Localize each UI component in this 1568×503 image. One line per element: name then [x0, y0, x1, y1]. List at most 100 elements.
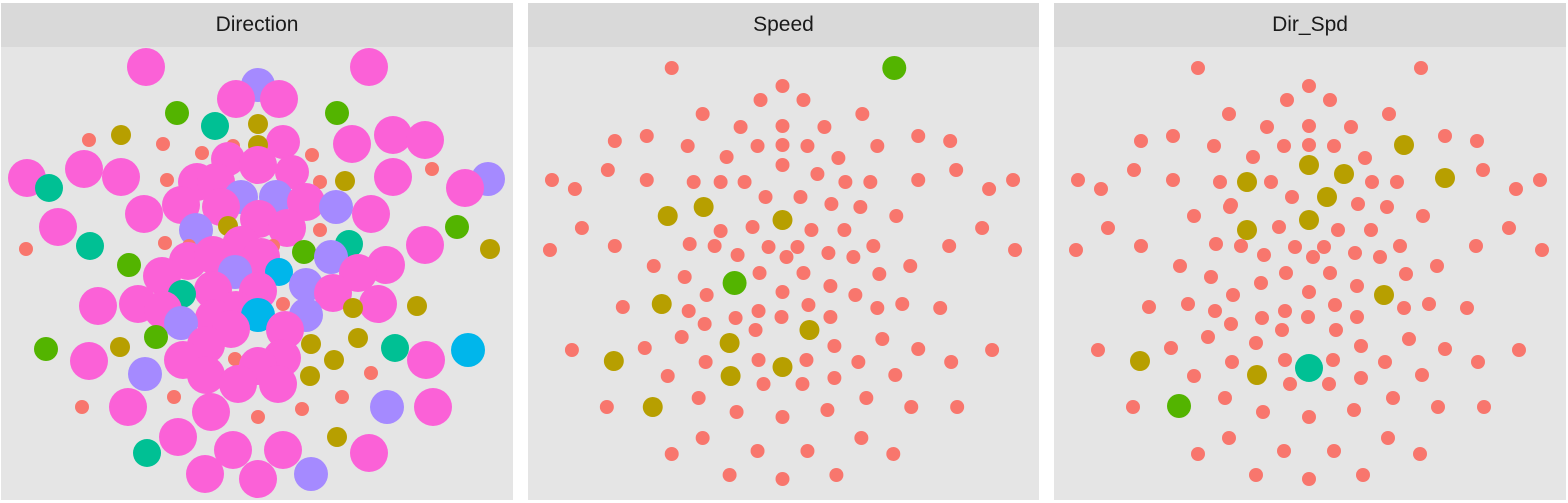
scatter-point	[266, 125, 300, 159]
scatter-point	[985, 343, 1000, 357]
scatter-point	[1354, 371, 1368, 385]
scatter-point	[268, 209, 306, 247]
scatter-point	[615, 300, 630, 314]
scatter-point	[752, 266, 767, 280]
scatter-point	[1208, 304, 1222, 318]
scatter-point	[795, 377, 810, 391]
scatter-point	[854, 431, 869, 445]
scatter-point	[1351, 197, 1365, 211]
scatter-point	[1209, 237, 1223, 251]
scatter-point	[1226, 288, 1240, 302]
scatter-point	[677, 270, 692, 284]
scatter-point	[1399, 267, 1413, 281]
scatter-point	[82, 133, 96, 147]
scatter-point	[707, 239, 722, 253]
scatter-point	[870, 139, 885, 153]
scatter-point	[1008, 243, 1023, 257]
scatter-point	[1306, 250, 1320, 264]
scatter-point	[823, 279, 838, 293]
scatter-point	[325, 101, 349, 125]
scatter-point	[982, 182, 997, 196]
scatter-point	[950, 400, 965, 414]
scatter-point	[775, 410, 790, 424]
scatter-point	[1323, 93, 1337, 107]
scatter-point	[779, 250, 794, 264]
scatter-point	[1260, 120, 1274, 134]
scatter-point	[1225, 355, 1239, 369]
scatter-point	[1278, 304, 1292, 318]
scatter-point	[1272, 220, 1286, 234]
scatter-point	[886, 447, 901, 461]
scatter-point	[251, 410, 265, 424]
scatter-point	[751, 353, 766, 367]
scatter-point	[348, 328, 368, 348]
scatter-point	[425, 162, 439, 176]
scatter-point	[128, 357, 162, 391]
scatter-point	[65, 150, 103, 188]
scatter-point	[1207, 139, 1221, 153]
scatter-point	[1302, 472, 1316, 486]
scatter-point	[1283, 377, 1297, 391]
scatter-point	[125, 195, 163, 233]
scatter-point	[364, 366, 378, 380]
scatter-point	[76, 232, 104, 260]
scatter-point	[728, 311, 743, 325]
scatter-point	[1094, 182, 1108, 196]
scatter-point	[729, 405, 744, 419]
scatter-point	[790, 240, 805, 254]
scatter-point	[350, 434, 388, 472]
scatter-point	[1181, 297, 1195, 311]
scatter-point	[1299, 155, 1319, 175]
scatter-point	[1237, 172, 1257, 192]
scatter-point	[156, 137, 170, 151]
scatter-point	[1512, 343, 1526, 357]
scatter-point	[872, 267, 887, 281]
scatter-point	[1280, 93, 1294, 107]
scatter-point	[407, 296, 427, 316]
scatter-point	[1237, 220, 1257, 240]
scatter-point	[796, 266, 811, 280]
scatter-point	[761, 240, 776, 254]
scatter-point	[75, 400, 89, 414]
scatter-point	[775, 79, 790, 93]
scatter-point	[895, 297, 910, 311]
scatter-point	[1331, 223, 1345, 237]
scatter-point	[164, 306, 198, 340]
scatter-point	[1348, 246, 1362, 260]
scatter-point	[305, 148, 319, 162]
scatter-point	[1166, 129, 1180, 143]
scatter-point	[774, 310, 789, 324]
scatter-point	[639, 173, 654, 187]
scatter-point	[1327, 444, 1341, 458]
scatter-point	[406, 226, 444, 264]
scatter-point	[1374, 285, 1394, 305]
scatter-point	[756, 377, 771, 391]
scatter-point	[751, 304, 766, 318]
scatter-point	[942, 239, 957, 253]
scatter-point	[1393, 239, 1407, 253]
scatter-point	[260, 80, 298, 118]
scatter-point	[1358, 151, 1372, 165]
scatter-point	[1278, 353, 1292, 367]
plot-area	[528, 47, 1039, 500]
scatter-point	[823, 310, 838, 324]
scatter-point	[1397, 301, 1411, 315]
scatter-point	[848, 288, 863, 302]
scatter-point	[722, 271, 747, 295]
scatter-point	[686, 175, 701, 189]
scatter-point	[359, 285, 397, 323]
scatter-point	[1275, 323, 1289, 337]
scatter-point	[607, 134, 622, 148]
scatter-point	[127, 48, 165, 86]
scatter-point	[719, 150, 734, 164]
scatter-point	[745, 220, 760, 234]
scatter-point	[817, 120, 832, 134]
scatter-point	[241, 298, 275, 332]
points-layer	[542, 56, 1023, 486]
scatter-point	[1247, 365, 1267, 385]
scatter-point	[1477, 400, 1491, 414]
scatter-point	[1134, 134, 1148, 148]
scatter-point	[1167, 394, 1191, 418]
scatter-point	[855, 107, 870, 121]
